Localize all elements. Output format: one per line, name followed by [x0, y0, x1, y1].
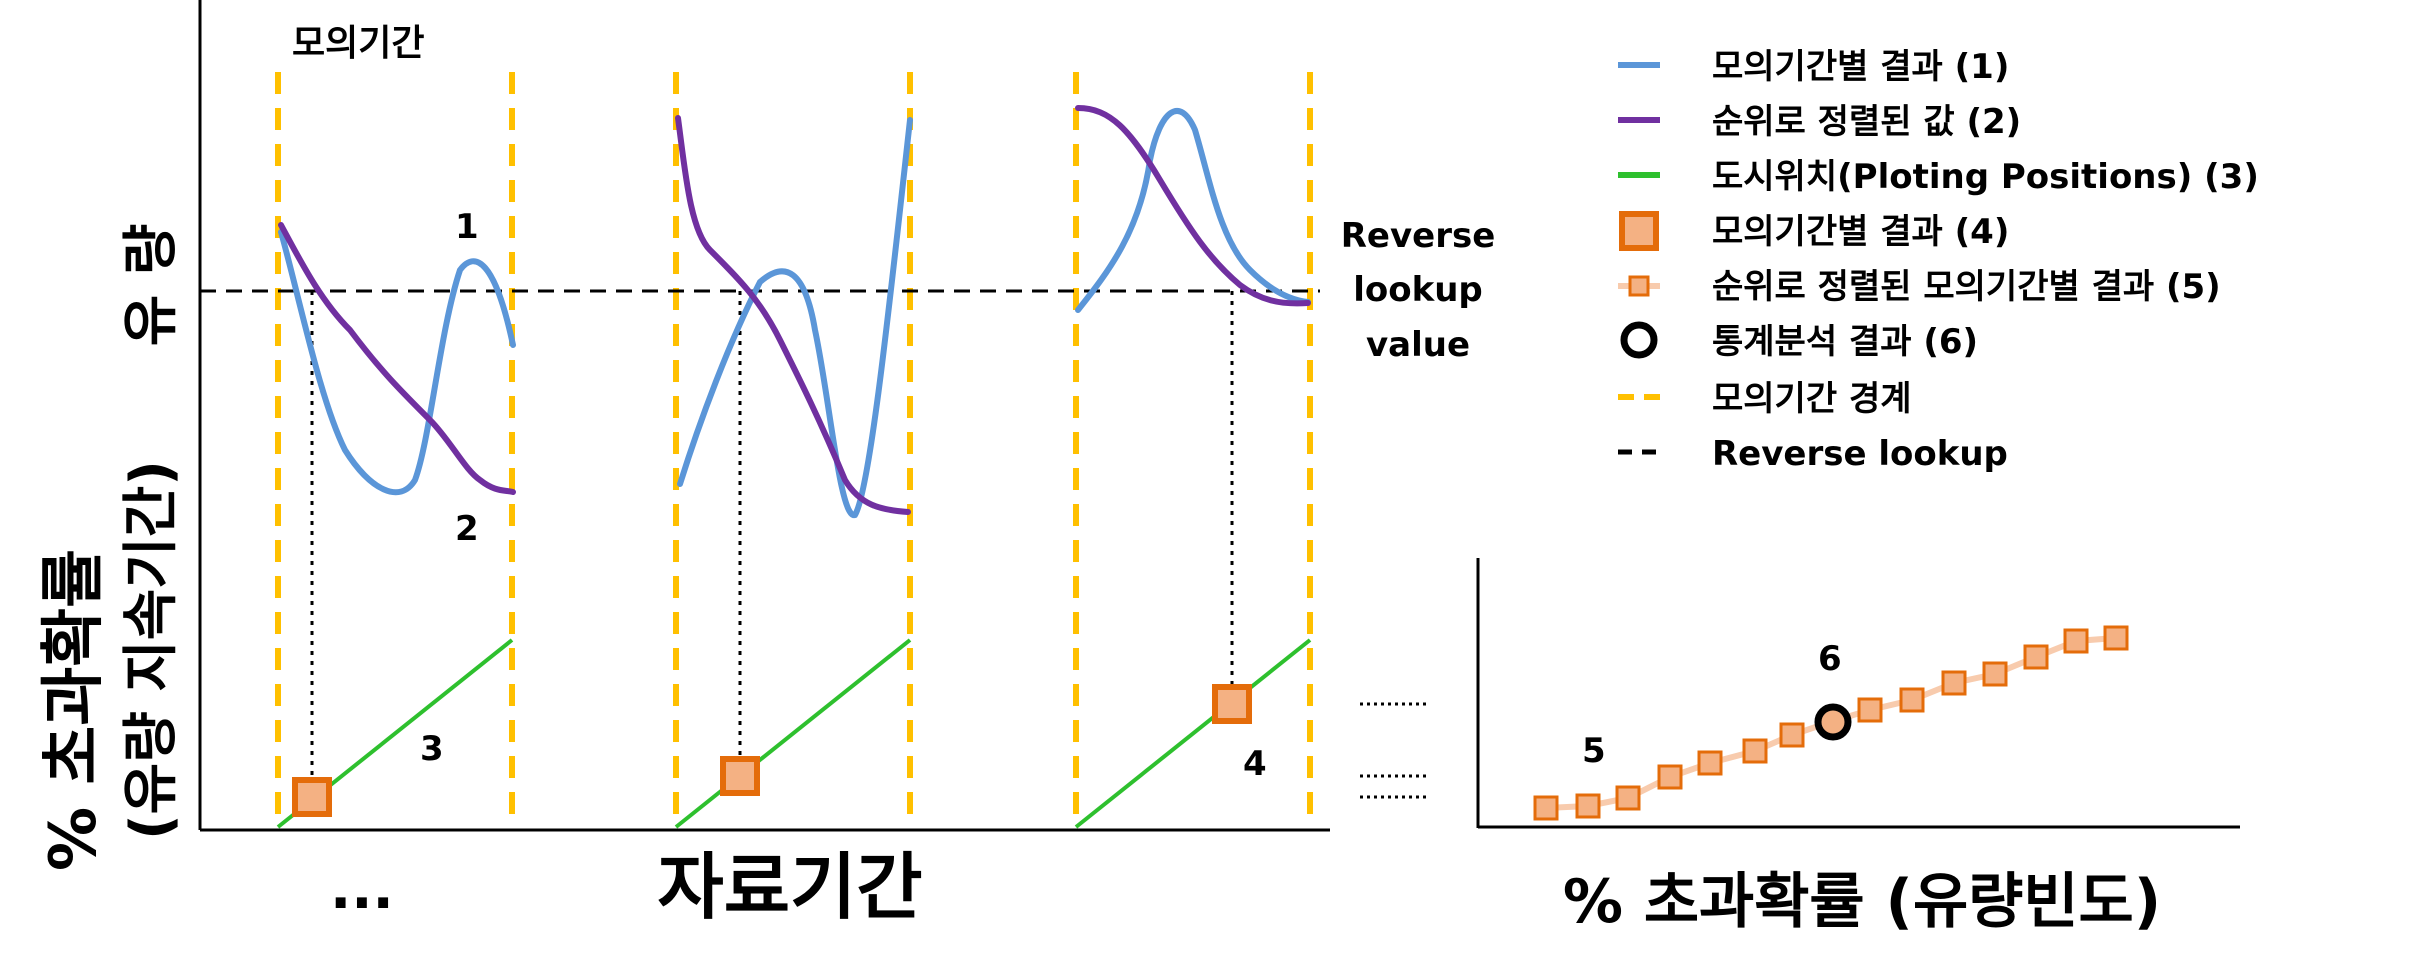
small-square-marker: [1615, 785, 1641, 811]
marker-6: 6: [1818, 639, 1842, 679]
blue-curve-2: [677, 117, 913, 518]
purple-curve-1: [278, 222, 516, 495]
green-line-2: [674, 638, 912, 829]
big-square-marker: [292, 777, 332, 817]
reverse-lookup-line-1: Reverse: [1341, 216, 1496, 256]
x-axis-left-label: 자료기간: [658, 845, 923, 929]
purple-curve-3: [1075, 105, 1311, 307]
legend-label: 도시위치(Ploting Positions) (3): [1712, 157, 2259, 197]
blue-curve-1: [278, 229, 516, 496]
sorted-results-markers: [1533, 625, 2129, 821]
small-square-marker: [2063, 628, 2089, 654]
legend-label: 모의기간 경계: [1712, 379, 1912, 419]
legend-swatch-big-square: [1619, 211, 1659, 251]
small-square-marker: [1575, 793, 1601, 819]
big-square-marker: [720, 756, 760, 796]
small-square-marker: [1982, 661, 2008, 687]
y-axis-lower-label-line2: (유량 지속기간): [119, 460, 184, 840]
marker-1: 1: [455, 207, 479, 247]
legend-swatch-circle: [1620, 321, 1658, 359]
small-square-marker: [1657, 764, 1683, 790]
small-square-marker: [1697, 750, 1723, 776]
x-axis-right-label: % 초과확률 (유량빈도): [1563, 867, 2161, 937]
legend: 모의기간별 결과 (1) 순위로 정렬된 값 (2) 도시위치(Ploting …: [1618, 47, 2259, 474]
period-header: 모의기간: [292, 23, 424, 64]
small-square-marker: [1941, 670, 1967, 696]
marker-4: 4: [1243, 744, 1267, 784]
legend-swatch-small-square: [1628, 275, 1650, 297]
green-line-3: [1074, 638, 1312, 829]
big-square-marker: [1212, 684, 1252, 724]
small-square-marker: [2103, 625, 2129, 651]
marker-5: 5: [1582, 731, 1606, 771]
small-square-marker: [1779, 722, 1805, 748]
reverse-lookup-line-2: lookup: [1353, 270, 1483, 310]
legend-label: 순위로 정렬된 모의기간별 결과 (5): [1712, 267, 2221, 307]
statistical-result-circle: [1814, 703, 1852, 741]
y-axis-upper-label: 유 량: [119, 224, 184, 347]
legend-label: Reverse lookup: [1712, 434, 2008, 474]
reverse-lookup-label: Reverse lookup value: [1341, 216, 1496, 365]
legend-label: 모의기간별 결과 (4): [1712, 212, 2009, 252]
panel-connectors: [1360, 702, 1430, 799]
projection-lines: [310, 291, 1234, 796]
period-result-markers: [292, 684, 1252, 817]
small-square-marker: [1899, 687, 1925, 713]
reverse-lookup-line-3: value: [1366, 325, 1470, 365]
purple-curve-2: [675, 115, 911, 515]
blue-curve-3: [1075, 107, 1311, 313]
small-square-marker: [1857, 697, 1883, 723]
marker-2: 2: [455, 509, 479, 549]
y-axis-lower-label-line1: % 초과확률: [37, 549, 111, 871]
small-square-marker: [1742, 738, 1768, 764]
legend-label: 모의기간별 결과 (1): [1712, 47, 2009, 87]
legend-label: 순위로 정렬된 값 (2): [1712, 102, 2021, 142]
small-square-marker: [2023, 644, 2049, 670]
period-boundaries: [275, 72, 1313, 828]
marker-3: 3: [420, 729, 444, 769]
ellipsis: ...: [330, 857, 394, 922]
small-square-marker: [1533, 795, 1559, 821]
sorted-curves: [278, 105, 1311, 515]
legend-label: 통계분석 결과 (6): [1712, 322, 1978, 362]
simulation-curves: [278, 107, 1311, 518]
